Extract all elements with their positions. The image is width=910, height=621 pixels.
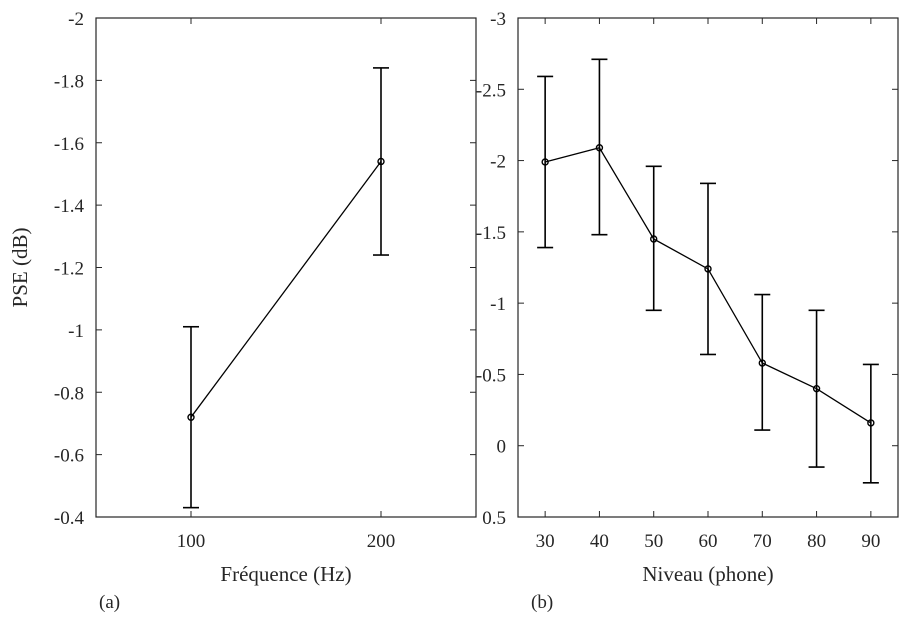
data-point — [650, 235, 658, 243]
data-point — [867, 419, 875, 427]
y-tick-label: -3 — [490, 9, 506, 30]
panel-label: (a) — [99, 592, 120, 613]
y-tick-label: -0.6 — [54, 446, 84, 467]
data-point — [187, 413, 195, 421]
y-tick-label: -2.5 — [476, 80, 506, 101]
x-tick-label: 60 — [699, 531, 718, 552]
x-tick-label: 50 — [644, 531, 663, 552]
data-point — [812, 384, 821, 393]
y-tick-label: -1.4 — [54, 196, 85, 217]
x-tick-label: 70 — [753, 531, 772, 552]
y-tick-label: -1 — [490, 294, 506, 315]
y-tick-label: -1 — [68, 321, 84, 342]
chart-panel-a: 100 200 -2 -1.8 -1.6 -1.4 -1.2 -1 -0.8 -0.6 -0.4 Fr… — [8, 9, 477, 613]
data-point — [758, 359, 766, 367]
x-tick-label: 200 — [367, 531, 396, 552]
axes-frame — [95, 17, 477, 518]
data-point — [377, 157, 385, 166]
y-tick-label: 0 — [497, 437, 507, 458]
y-tick-label: -0.4 — [54, 508, 85, 529]
data-point — [704, 265, 712, 273]
y-tick-label: -0.8 — [54, 383, 84, 404]
data-point — [595, 144, 604, 152]
x-axis-label: Niveau (phone) — [642, 562, 773, 586]
y-tick-label: -1.2 — [54, 259, 84, 280]
chart-panel-b: 30 40 50 60 70 80 90 -3 -2.5 -2 -1.5 -1 -0.5 0 0.5 Nive… — [476, 9, 899, 613]
x-tick-label: 90 — [861, 531, 880, 552]
y-tick-label: -1.8 — [54, 71, 84, 92]
y-tick-label: -1.6 — [54, 134, 84, 155]
y-tick-label: -1.5 — [476, 223, 506, 244]
x-tick-label: 40 — [590, 531, 609, 552]
x-axis-label: Fréquence (Hz) — [220, 562, 351, 586]
x-tick-label: 100 — [177, 531, 206, 552]
y-tick-label: -2 — [68, 9, 84, 30]
series-line — [190, 161, 382, 418]
panel-label: (b) — [531, 592, 553, 613]
y-tick-label: -2 — [490, 152, 506, 173]
y-tick-label: 0.5 — [482, 508, 506, 529]
y-axis-label: PSE (dB) — [8, 228, 32, 308]
x-tick-label: 30 — [536, 531, 555, 552]
data-point — [541, 158, 549, 166]
x-tick-label: 80 — [807, 531, 826, 552]
y-tick-label: -0.5 — [476, 365, 506, 386]
